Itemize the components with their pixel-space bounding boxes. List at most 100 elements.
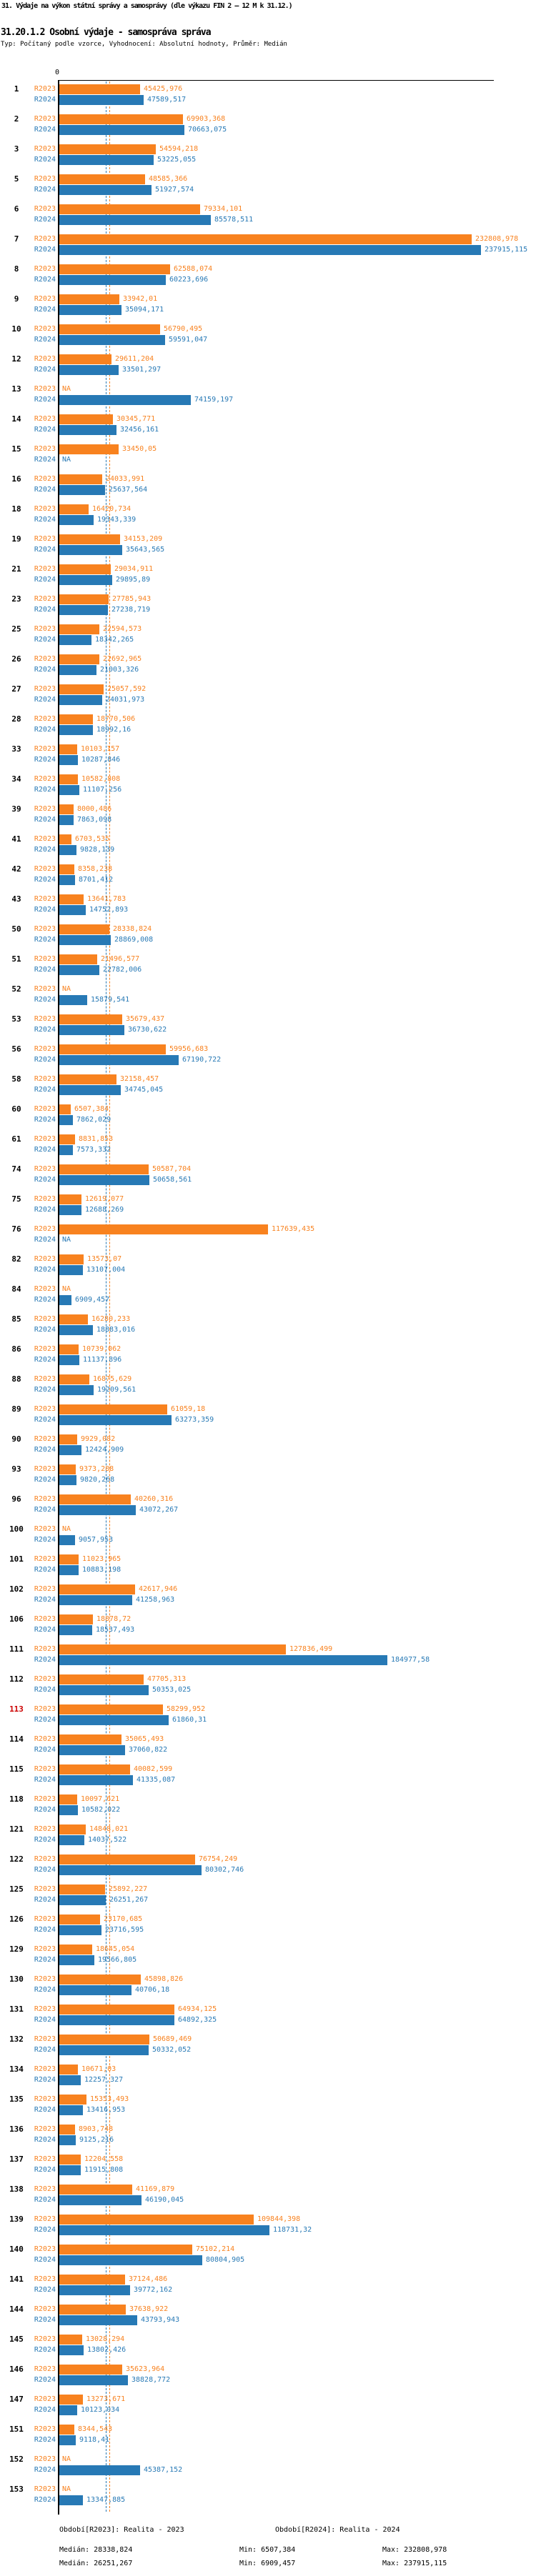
value-label-r2023: 15353,493 <box>90 2095 129 2103</box>
bar-row-r2023: R2023 23170,685 <box>0 1914 536 1924</box>
value-label-r2024: 37060,822 <box>129 1746 168 1754</box>
value-label-r2024: 40706,18 <box>135 1986 170 1994</box>
bar-r2024 <box>59 995 87 1005</box>
bar-r2023 <box>59 594 109 604</box>
value-label-r2024: 10287,846 <box>81 756 121 764</box>
bar-group: 10 R2023 56790,495 R2024 59591,047 <box>0 324 536 345</box>
bar-group: 16 R2023 24033,991 R2024 25637,564 <box>0 474 536 495</box>
bar-row-r2023: R2023 6703,535 <box>0 834 536 844</box>
bar-r2024 <box>59 1385 94 1395</box>
bar-group: 121 R2023 14848,021 R2024 14037,522 <box>0 1824 536 1845</box>
bar-row-r2024: R2024 14752,893 <box>0 905 536 915</box>
value-label-r2023: 50689,469 <box>153 2035 192 2043</box>
row-number: 58 <box>11 1074 21 1084</box>
bar-row-r2024: R2024 32456,161 <box>0 425 536 435</box>
series-label-r2024: R2024 <box>34 1896 56 1904</box>
row-number: 93 <box>11 1464 21 1474</box>
value-label-r2023: 109844,398 <box>257 2215 301 2223</box>
value-label-r2023: 18645,054 <box>96 1945 135 1953</box>
bar-group: 111 R2023 127836,499 R2024 184977,58 <box>0 1644 536 1665</box>
bar-row-r2024: R2024 45387,152 <box>0 2465 536 2475</box>
value-label-r2024: 12424,909 <box>85 1446 124 1454</box>
bar-r2023 <box>59 1044 166 1054</box>
series-label-r2024: R2024 <box>34 786 56 794</box>
series-label-r2024: R2024 <box>34 846 56 854</box>
series-label-r2024: R2024 <box>34 2256 56 2264</box>
value-label-r2024: 63273,359 <box>175 1416 214 1424</box>
series-label-r2024: R2024 <box>34 336 56 344</box>
bar-row-r2023: R2023 79334,101 <box>0 204 536 214</box>
row-number: 41 <box>11 834 21 844</box>
bar-row-r2023: R2023 12619,077 <box>0 1194 536 1204</box>
series-label-r2023: R2023 <box>34 535 56 543</box>
bar-row-r2023: R2023 8903,748 <box>0 2125 536 2135</box>
value-label-r2024: 80804,905 <box>206 2256 245 2264</box>
value-label-r2024: 13347,885 <box>86 2496 126 2504</box>
bar-row-r2023: R2023 59956,683 <box>0 1044 536 1054</box>
series-label-r2023: R2023 <box>34 2395 56 2403</box>
bar-row-r2023: R2023 NA <box>0 2455 536 2465</box>
bar-group: 25 R2023 22594,573 R2024 18342,265 <box>0 624 536 645</box>
series-label-r2023: R2023 <box>34 565 56 573</box>
series-label-r2024: R2024 <box>34 1716 56 1724</box>
bar-r2023 <box>59 2095 86 2105</box>
bar-row-r2024: R2024 38828,772 <box>0 2375 536 2385</box>
row-number: 111 <box>9 1644 24 1654</box>
bar-r2024 <box>59 1475 76 1485</box>
bar-row-r2024: R2024 184977,58 <box>0 1655 536 1665</box>
row-number: 14 <box>11 414 21 424</box>
bar-row-r2024: R2024 18992,16 <box>0 725 536 735</box>
series-label-r2023: R2023 <box>34 955 56 963</box>
bar-group: 102 R2023 42617,946 R2024 41258,963 <box>0 1584 536 1605</box>
bar-row-r2023: R2023 18878,72 <box>0 1614 536 1624</box>
value-label-r2024: 28869,008 <box>114 936 154 944</box>
bar-r2023 <box>59 324 160 334</box>
series-label-r2024: R2024 <box>34 2046 56 2054</box>
row-number: 125 <box>9 1884 24 1894</box>
value-label-r2024: 12688,269 <box>85 1206 124 1214</box>
row-number: 146 <box>9 2365 24 2374</box>
series-label-r2023: R2023 <box>34 1825 56 1833</box>
series-label-r2023: R2023 <box>34 445 56 453</box>
value-label-r2024: 23716,595 <box>105 1926 144 1934</box>
value-label-r2023: 13273,671 <box>86 2395 126 2403</box>
bar-group: 23 R2023 27785,943 R2024 27238,719 <box>0 594 536 615</box>
series-label-r2024: R2024 <box>34 1476 56 1484</box>
bar-r2023 <box>59 1374 89 1384</box>
bar-r2024 <box>59 1145 73 1155</box>
series-label-r2024: R2024 <box>34 1206 56 1214</box>
bar-r2024 <box>59 335 165 345</box>
series-label-r2024: R2024 <box>34 2466 56 2474</box>
bar-row-r2023: R2023 28338,824 <box>0 924 536 934</box>
bar-row-r2024: R2024 39772,162 <box>0 2285 536 2295</box>
bar-group: 151 R2023 8344,543 R2024 9118,41 <box>0 2425 536 2445</box>
stat-min-r2024: Min: 6909,457 <box>239 2560 296 2567</box>
series-label-r2023: R2023 <box>34 595 56 603</box>
series-label-r2024: R2024 <box>34 2436 56 2444</box>
value-label-r2023: 23170,685 <box>104 1915 143 1923</box>
series-label-r2023: R2023 <box>34 835 56 843</box>
value-label-r2024: 11107,256 <box>83 786 122 794</box>
value-label-r2023: NA <box>62 385 71 393</box>
bar-r2024 <box>59 395 191 405</box>
value-label-r2023: 62588,074 <box>174 265 213 273</box>
bar-row-r2023: R2023 16420,734 <box>0 504 536 514</box>
bar-group: 144 R2023 37638,922 R2024 43793,943 <box>0 2305 536 2325</box>
row-number: 5 <box>14 174 19 184</box>
value-label-r2024: 80302,746 <box>205 1866 244 1874</box>
bar-row-r2023: R2023 58299,952 <box>0 1704 536 1714</box>
bar-r2023 <box>59 1764 130 1774</box>
value-label-r2023: 12619,077 <box>85 1195 124 1203</box>
series-label-r2023: R2023 <box>34 655 56 663</box>
series-label-r2024: R2024 <box>34 1656 56 1664</box>
value-label-r2024: 22782,006 <box>103 966 142 974</box>
bar-row-r2024: R2024 41335,087 <box>0 1775 536 1785</box>
series-label-r2024: R2024 <box>34 2286 56 2294</box>
series-label-r2023: R2023 <box>34 325 56 333</box>
bar-r2023 <box>59 2005 174 2015</box>
bar-group: 89 R2023 61059,18 R2024 63273,359 <box>0 1404 536 1425</box>
bar-r2023 <box>59 84 140 94</box>
bar-group: 76 R2023 117639,435 R2024 NA <box>0 1224 536 1245</box>
bar-r2024 <box>59 2045 149 2055</box>
value-label-r2024: 25637,564 <box>109 486 148 494</box>
